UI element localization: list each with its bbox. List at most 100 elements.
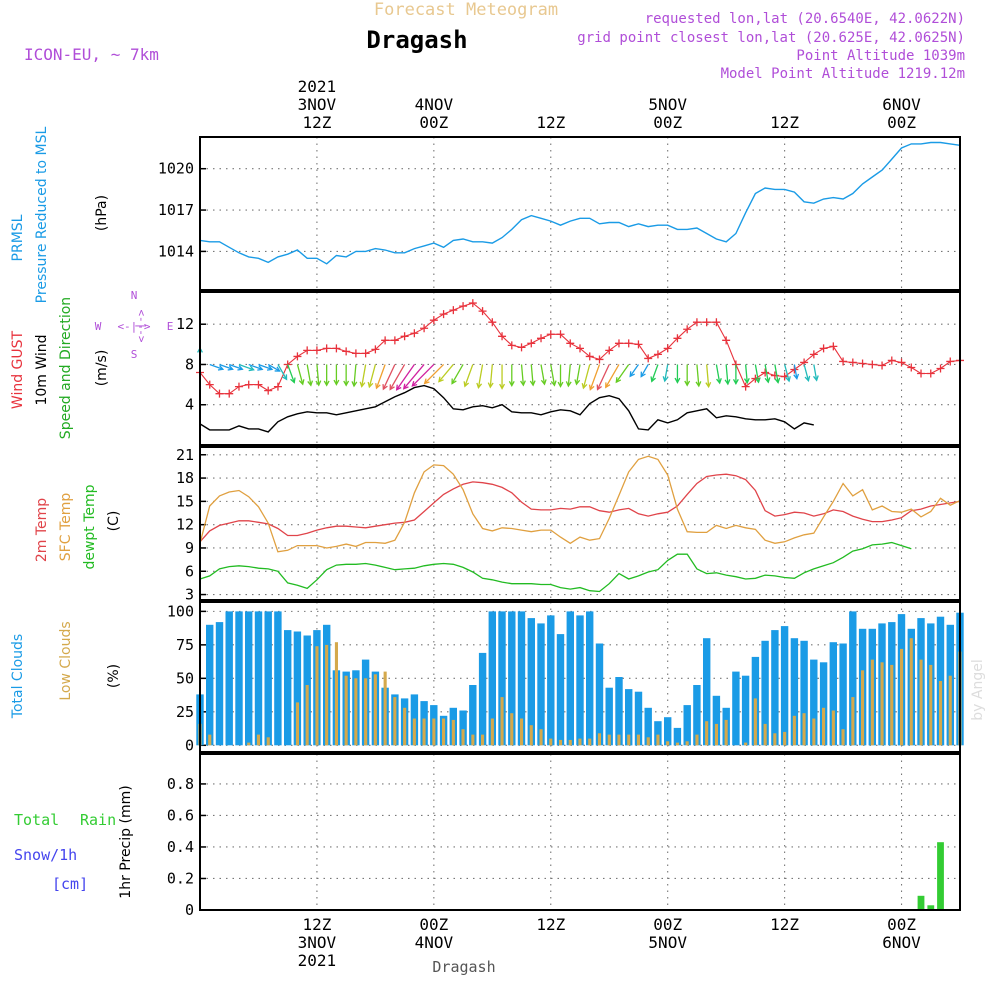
time-axis-label: 6NOV bbox=[882, 95, 921, 114]
wind-gust-marker bbox=[517, 343, 526, 352]
wind-arrow-head bbox=[274, 366, 281, 372]
total-cloud-bar bbox=[566, 611, 574, 746]
total-cloud-bar bbox=[673, 727, 682, 746]
wind-gust-marker bbox=[264, 386, 273, 395]
wind-arrow-head bbox=[754, 377, 761, 384]
wind-arrow-head bbox=[499, 383, 506, 390]
wind-arrow-head bbox=[227, 365, 234, 371]
time-axis-label: 12Z bbox=[302, 915, 331, 934]
wind-direction-arrow bbox=[296, 364, 304, 385]
wind-direction-arrow bbox=[651, 364, 659, 382]
low-cloud-bar bbox=[529, 725, 533, 746]
wind-direction-arrow bbox=[596, 364, 610, 390]
wind-gust-marker bbox=[332, 344, 341, 353]
wind-arrow-head bbox=[315, 380, 322, 387]
low-cloud-bar bbox=[334, 642, 338, 746]
clouds-panel: 0 25 50 75 100 bbox=[167, 601, 964, 754]
total-cloud-bar bbox=[478, 652, 487, 746]
wind-gust-marker bbox=[692, 318, 701, 327]
wind-gust-marker bbox=[946, 357, 955, 366]
wind-arrow-head bbox=[343, 380, 350, 387]
wind-gust-marker bbox=[215, 389, 224, 398]
wind-gust-marker bbox=[371, 345, 380, 354]
wind-direction-arrow bbox=[567, 364, 571, 387]
location-title: Dragash bbox=[366, 26, 467, 54]
wind-arrow-head bbox=[550, 380, 557, 387]
wind-gust-marker bbox=[809, 350, 818, 359]
total-cloud-bar bbox=[498, 611, 506, 746]
wind-arrow-head bbox=[557, 381, 564, 388]
low-cloud-bar bbox=[500, 697, 504, 746]
wind-gust-marker bbox=[878, 361, 887, 370]
wind-direction-arrow bbox=[361, 364, 367, 387]
wind-direction-arrow bbox=[403, 364, 425, 390]
pressure-panel: 1014 1017 1020 bbox=[158, 136, 961, 291]
compass-n-letter: N bbox=[131, 289, 138, 302]
wind-direction-arrow bbox=[629, 364, 639, 377]
low-clouds-label: Low Clouds bbox=[58, 621, 74, 700]
wind-direction-arrow bbox=[306, 364, 312, 386]
wind-gust-marker bbox=[351, 349, 360, 358]
low-cloud-bar bbox=[559, 739, 563, 746]
footer-location: Dragash bbox=[432, 958, 495, 976]
wind-arrow-head bbox=[487, 382, 494, 389]
requested-coords: requested lon,lat (20.6540E, 42.0622N) bbox=[645, 11, 965, 27]
y-tick-label: 8 bbox=[185, 355, 194, 373]
total-cloud-bar bbox=[586, 611, 594, 746]
percent-unit-label: (%) bbox=[106, 664, 122, 688]
y-tick-label: 12 bbox=[176, 315, 194, 333]
wind-gust-marker bbox=[420, 324, 429, 333]
wind-arrow-head bbox=[605, 382, 611, 389]
total-clouds-label: Total Clouds bbox=[10, 634, 26, 719]
low-cloud-bar bbox=[675, 742, 679, 746]
wind-arrow-head bbox=[323, 380, 330, 387]
wind-gust-marker bbox=[634, 340, 643, 349]
y-tick-label: 12 bbox=[176, 516, 194, 534]
wind-arrow-head bbox=[248, 365, 255, 372]
wind-arrow-head bbox=[716, 378, 722, 385]
wind-gust-marker bbox=[478, 307, 487, 316]
wind-gust-marker bbox=[614, 339, 623, 348]
wind-arrow-head bbox=[402, 383, 409, 390]
rain-bar bbox=[927, 905, 935, 910]
grid-point-coords: grid point closest lon,lat (20.625E, 42.… bbox=[577, 30, 965, 46]
total-cloud-bar bbox=[264, 611, 272, 746]
time-axis-label: 5NOV bbox=[648, 95, 687, 114]
wind-direction-arrow bbox=[424, 364, 445, 384]
low-cloud-bar bbox=[432, 718, 436, 746]
wind-direction-arrow bbox=[477, 364, 484, 388]
total-cloud-bar bbox=[595, 643, 604, 746]
wind-arrow-head bbox=[588, 384, 595, 391]
time-axis-label: 00Z bbox=[887, 113, 916, 132]
wind-direction-arrow bbox=[375, 364, 386, 389]
y-tick-label: 0.6 bbox=[167, 806, 194, 824]
panel-frame bbox=[199, 446, 961, 601]
wind-gust-marker bbox=[400, 332, 409, 341]
low-cloud-bar bbox=[666, 741, 670, 746]
wind-arrow-head bbox=[662, 376, 669, 383]
time-axis-label: 12Z bbox=[770, 915, 799, 934]
low-cloud-bar bbox=[656, 734, 660, 746]
time-axis-label: 12Z bbox=[302, 113, 331, 132]
wind-direction-arrow bbox=[396, 364, 415, 391]
wind-gust-marker bbox=[673, 334, 682, 343]
low-cloud-bar bbox=[753, 698, 757, 746]
low-cloud-bar bbox=[295, 702, 299, 746]
panel-background bbox=[200, 447, 960, 600]
panel-frame bbox=[199, 136, 961, 291]
y-tick-label: 3 bbox=[185, 586, 194, 604]
wind-arrow-head bbox=[615, 377, 622, 384]
wind-direction-arrow bbox=[411, 364, 435, 387]
y-tick-label: 0.8 bbox=[167, 775, 194, 793]
wind-arrow-head bbox=[389, 384, 395, 391]
wind-arrow-head bbox=[476, 382, 483, 390]
low-cloud-bar bbox=[510, 713, 514, 746]
total-cloud-bar bbox=[761, 640, 769, 746]
wind-gust-marker bbox=[244, 380, 253, 389]
y-tick-label: 50 bbox=[176, 669, 194, 687]
wind-arrow-head bbox=[411, 380, 418, 387]
low-cloud-bar bbox=[305, 685, 309, 746]
total-cloud-bar bbox=[839, 643, 847, 746]
total-cloud-bar bbox=[537, 623, 545, 746]
